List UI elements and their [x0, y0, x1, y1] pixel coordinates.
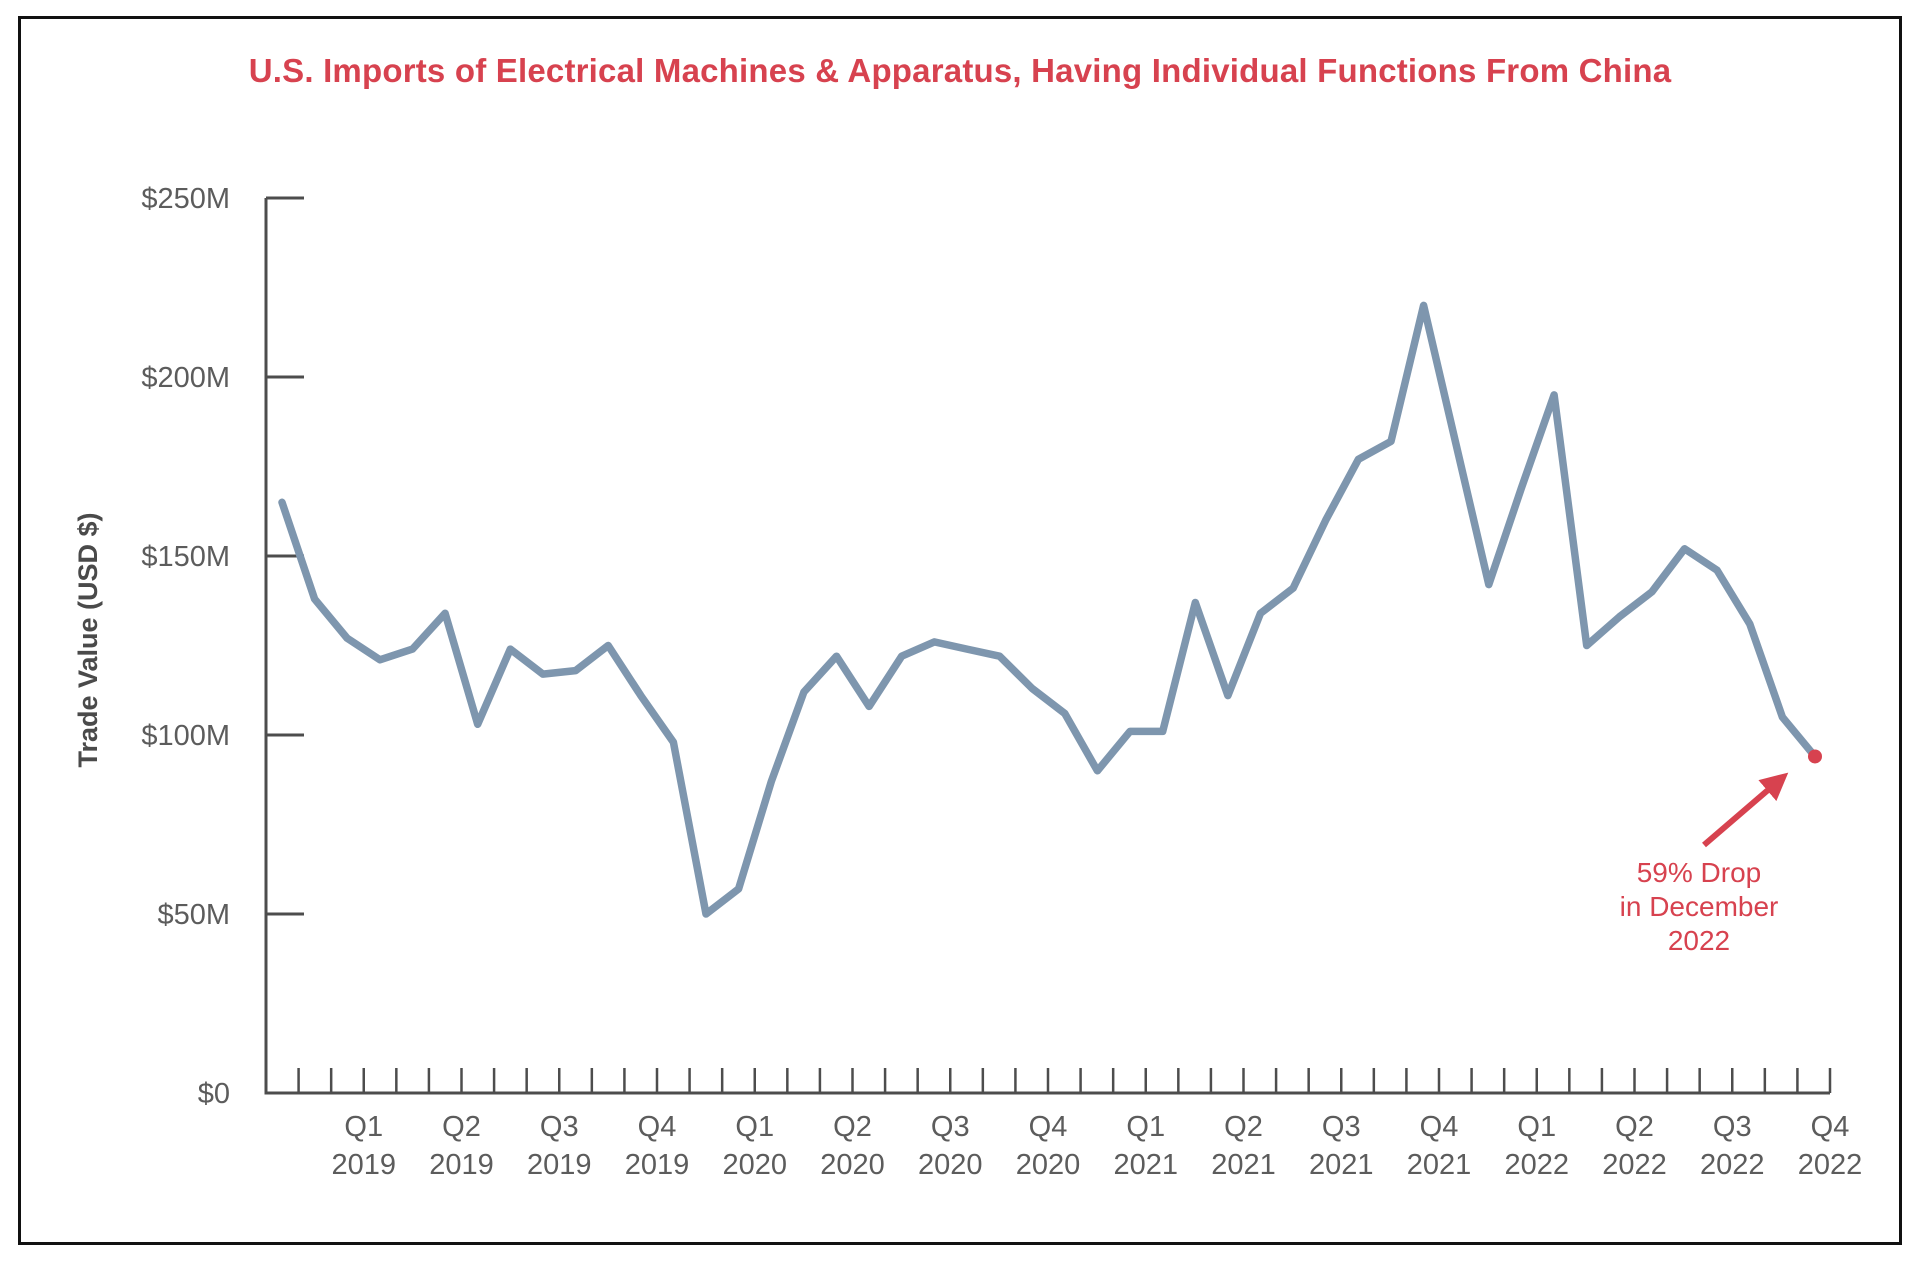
x-quarter-year-label: 2022: [1602, 1149, 1667, 1181]
x-quarter-year-label: 2020: [722, 1149, 787, 1181]
x-quarter-label: Q1: [1126, 1111, 1165, 1143]
x-quarter-year-label: 2019: [331, 1149, 396, 1181]
x-quarter-label: Q1: [1517, 1111, 1556, 1143]
x-quarter-year-label: 2022: [1798, 1149, 1863, 1181]
y-tick-label: $150M: [141, 541, 230, 573]
trade-value-line: [278, 301, 1819, 918]
x-quarter-label: Q3: [1322, 1111, 1361, 1143]
y-tick-label: $0: [198, 1078, 230, 1110]
annotation-arrow: [1702, 772, 1789, 848]
x-quarter-year-label: 2019: [527, 1149, 592, 1181]
x-quarter-label: Q4: [1420, 1111, 1459, 1143]
x-quarter-year-label: 2020: [918, 1149, 983, 1181]
x-quarter-year-label: 2021: [1309, 1149, 1374, 1181]
y-tick-label: $200M: [141, 362, 230, 394]
y-tick-label: $100M: [141, 720, 230, 752]
x-quarter-label: Q3: [1713, 1111, 1752, 1143]
x-quarter-year-label: 2021: [1211, 1149, 1276, 1181]
y-tick-label: $50M: [157, 899, 230, 931]
x-quarter-label: Q2: [833, 1111, 872, 1143]
dec-2022-dot: [1808, 749, 1822, 764]
x-quarter-year-label: 2019: [429, 1149, 494, 1181]
x-quarter-year-label: 2020: [820, 1149, 885, 1181]
x-quarter-label: Q3: [540, 1111, 579, 1143]
x-quarter-label: Q4: [1029, 1111, 1068, 1143]
axis-lines: [264, 198, 1830, 1095]
x-quarter-year-label: 2021: [1407, 1149, 1472, 1181]
x-quarter-label: Q1: [344, 1111, 383, 1143]
x-quarter-year-label: 2022: [1504, 1149, 1569, 1181]
x-quarter-label: Q2: [442, 1111, 481, 1143]
drop-annotation: 59% Drop in December 2022: [1619, 857, 1779, 956]
x-quarter-label: Q4: [638, 1111, 677, 1143]
x-quarter-label: Q2: [1615, 1111, 1654, 1143]
x-quarter-label: Q2: [1224, 1111, 1263, 1143]
x-quarter-year-label: 2021: [1113, 1149, 1178, 1181]
chart-title: U.S. Imports of Electrical Machines & Ap…: [248, 52, 1672, 89]
x-quarter-label: Q1: [735, 1111, 774, 1143]
x-quarter-year-label: 2019: [625, 1149, 690, 1181]
x-quarter-label: Q3: [931, 1111, 970, 1143]
x-quarter-year-label: 2022: [1700, 1149, 1765, 1181]
x-quarter-label: Q4: [1811, 1111, 1850, 1143]
y-tick-label: $250M: [141, 183, 230, 215]
x-quarter-year-label: 2020: [1016, 1149, 1081, 1181]
